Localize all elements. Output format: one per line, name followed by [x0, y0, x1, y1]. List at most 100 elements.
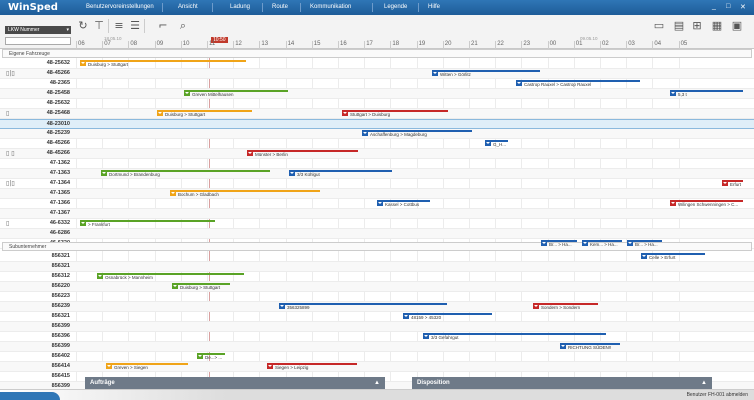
load-marker-icon[interactable]: [670, 201, 676, 206]
table-row[interactable]: 856321: [0, 262, 754, 272]
load-marker-icon[interactable]: [516, 81, 522, 86]
load-marker-icon[interactable]: [403, 314, 409, 319]
refresh-icon[interactable]: ↻: [78, 19, 88, 32]
load-marker-icon[interactable]: [582, 241, 588, 246]
table-row[interactable]: 48-25632: [0, 99, 754, 109]
load-marker-icon[interactable]: [172, 284, 178, 289]
transport-bar[interactable]: [423, 333, 606, 335]
load-marker-icon[interactable]: [627, 241, 633, 246]
table-row[interactable]: 47-1364 ▯|▯: [0, 179, 754, 189]
table-row[interactable]: 856396: [0, 332, 754, 342]
table-row[interactable]: 46-6286: [0, 229, 754, 239]
table-row[interactable]: 46-6332 ▯: [0, 219, 754, 229]
trailer-icon[interactable]: ▯|▯: [6, 70, 15, 77]
segment-icon[interactable]: ⌐: [158, 19, 168, 32]
transport-bar[interactable]: [80, 220, 215, 222]
section-subcontractors[interactable]: Subunternehmer: [2, 242, 752, 251]
transport-bar[interactable]: [362, 130, 472, 132]
menu-benutzervoreinstellungen[interactable]: Benutzervoreinstellungen: [86, 4, 154, 10]
transport-bar[interactable]: [267, 363, 357, 365]
transport-bar[interactable]: [560, 343, 620, 345]
transport-bar[interactable]: [80, 60, 246, 62]
transport-bar[interactable]: [289, 170, 392, 172]
tab-disposition[interactable]: Disposition ▲: [412, 377, 712, 389]
table-row[interactable]: 856399: [0, 342, 754, 352]
menu-kommunikation[interactable]: Kommunikation: [310, 4, 352, 10]
table-row[interactable]: 856399: [0, 322, 754, 332]
load-marker-icon[interactable]: [641, 254, 647, 259]
load-marker-icon[interactable]: [80, 221, 86, 226]
load-marker-icon[interactable]: [670, 91, 676, 96]
table-row[interactable]: 856220: [0, 282, 754, 292]
load-marker-icon[interactable]: [247, 151, 253, 156]
trailer-icon[interactable]: ▯: [6, 220, 10, 227]
load-marker-icon[interactable]: [106, 364, 112, 369]
table-row[interactable]: 48-45266 ▯|▯: [0, 69, 754, 79]
transport-bar[interactable]: [541, 240, 577, 242]
table-row[interactable]: 47-1362: [0, 159, 754, 169]
table-row[interactable]: 856321: [0, 312, 754, 322]
menu-ladung[interactable]: Ladung: [230, 4, 251, 10]
load-marker-icon[interactable]: [267, 364, 273, 369]
transport-bar[interactable]: [342, 110, 448, 112]
view-icon-1[interactable]: ▭: [653, 19, 665, 32]
transport-bar[interactable]: [184, 90, 288, 92]
load-marker-icon[interactable]: [342, 111, 348, 116]
chevron-up-icon[interactable]: ▲: [701, 380, 707, 386]
load-marker-icon[interactable]: [533, 304, 539, 309]
table-row[interactable]: 47-1367: [0, 209, 754, 219]
load-marker-icon[interactable]: [377, 201, 383, 206]
trailer-icon[interactable]: ▯|▯: [6, 180, 15, 187]
load-marker-icon[interactable]: [722, 181, 728, 186]
table-row[interactable]: 856223: [0, 292, 754, 302]
load-marker-icon[interactable]: [80, 61, 86, 66]
table-row[interactable]: 47-1365: [0, 189, 754, 199]
transport-bar[interactable]: [670, 90, 743, 92]
table-row[interactable]: 48-2365: [0, 79, 754, 89]
table-row[interactable]: 48-45266: [0, 139, 754, 149]
table-row[interactable]: 48-45266 ▯ ▯: [0, 149, 754, 159]
load-marker-icon[interactable]: [279, 304, 285, 309]
transport-bar[interactable]: [403, 313, 492, 315]
transport-bar[interactable]: [97, 273, 244, 275]
table-row[interactable]: 856414: [0, 362, 754, 372]
transport-bar[interactable]: [101, 170, 270, 172]
transport-bar[interactable]: [627, 240, 662, 242]
transport-bar[interactable]: [516, 80, 640, 82]
transport-bar[interactable]: [247, 150, 358, 152]
load-marker-icon[interactable]: [362, 131, 368, 136]
transport-bar[interactable]: [197, 353, 225, 355]
trailer-icon[interactable]: ▯: [6, 110, 10, 117]
transport-bar[interactable]: [432, 70, 540, 72]
transport-bar[interactable]: [670, 200, 743, 202]
load-marker-icon[interactable]: [197, 354, 203, 359]
close-button[interactable]: ✕: [740, 4, 746, 11]
maximize-button[interactable]: □: [726, 3, 731, 10]
logout-link[interactable]: Benutzer FH-001 abmelden: [686, 392, 748, 398]
transport-bar[interactable]: [485, 140, 508, 142]
load-marker-icon[interactable]: [560, 344, 566, 349]
tab-auftraege[interactable]: Aufträge ▲: [85, 377, 385, 389]
transport-bar[interactable]: [157, 110, 252, 112]
table-row[interactable]: 48-25632: [0, 59, 754, 69]
view-icon-5[interactable]: ▣: [731, 19, 743, 32]
load-marker-icon[interactable]: [97, 274, 103, 279]
table-row[interactable]: 47-1363: [0, 169, 754, 179]
align-left-icon[interactable]: ☰: [130, 19, 140, 32]
menu-ansicht[interactable]: Ansicht: [178, 4, 198, 10]
table-row[interactable]: 48-25239: [0, 129, 754, 139]
pin-icon[interactable]: ⊤: [94, 19, 104, 32]
minimize-button[interactable]: _: [712, 3, 716, 10]
table-row[interactable]: 856321: [0, 252, 754, 262]
menu-legende[interactable]: Legende: [384, 4, 408, 10]
menu-hilfe[interactable]: Hilfe: [428, 4, 441, 10]
lkw-number-select[interactable]: LKW Nummer: [5, 26, 71, 34]
load-marker-icon[interactable]: [485, 141, 491, 146]
load-marker-icon[interactable]: [170, 191, 176, 196]
table-row[interactable]: 48-25458: [0, 89, 754, 99]
transport-bar[interactable]: [377, 200, 430, 202]
view-icon-4[interactable]: ▦: [711, 19, 723, 32]
table-row[interactable]: 48-25468 ▯: [0, 109, 754, 119]
table-row[interactable]: 48-23010: [0, 119, 754, 129]
transport-bar[interactable]: [533, 303, 598, 305]
